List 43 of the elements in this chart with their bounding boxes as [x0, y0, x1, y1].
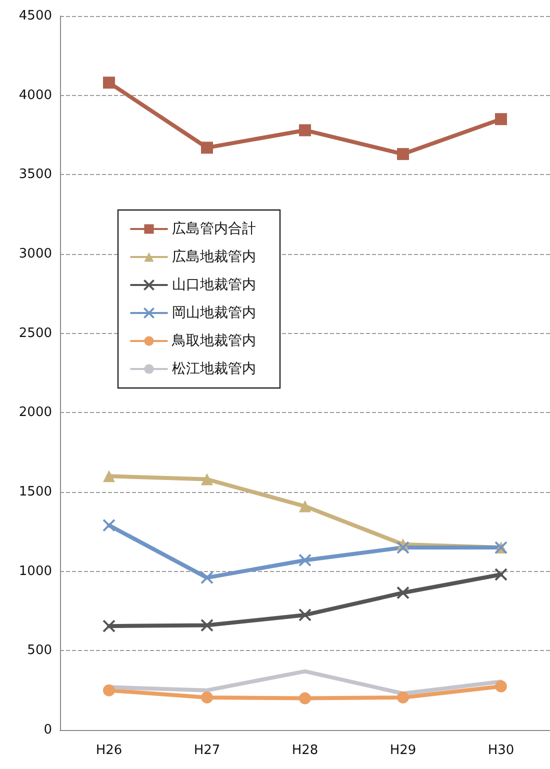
- point: [201, 473, 213, 486]
- y-tick-label: 1000: [18, 564, 52, 579]
- y-tick-label: 4500: [18, 8, 52, 24]
- point: [103, 470, 115, 482]
- y-tick-label: 2500: [18, 326, 52, 341]
- x-tick-label: H26: [96, 743, 122, 758]
- point: [299, 500, 311, 512]
- point: [102, 518, 116, 532]
- y-tick-label: 500: [27, 643, 52, 658]
- x-tick-label: H29: [390, 743, 416, 758]
- y-tick-label: 0: [44, 722, 52, 738]
- point: [299, 692, 311, 704]
- point: [299, 124, 311, 136]
- point: [396, 586, 410, 600]
- y-tick-label: 2000: [18, 405, 52, 420]
- legend-label: 広島管内合計: [172, 221, 256, 237]
- y-tick-label: 1500: [18, 484, 52, 500]
- point: [495, 113, 507, 126]
- point: [200, 618, 214, 632]
- point: [396, 541, 410, 554]
- y-tick-label: 3000: [18, 246, 52, 262]
- point: [201, 142, 213, 154]
- point: [298, 608, 312, 622]
- legend-label: 岡山地裁管内: [172, 305, 256, 321]
- x-tick-label: H28: [292, 743, 318, 758]
- point: [495, 680, 507, 692]
- point: [298, 554, 312, 567]
- x-tick-label: H30: [488, 743, 514, 758]
- point: [102, 620, 116, 633]
- legend-label: 松江地裁管内: [172, 361, 256, 377]
- point: [397, 691, 409, 704]
- point: [200, 571, 214, 584]
- point: [103, 76, 115, 89]
- legend-label: 鳥取地裁管内: [171, 333, 256, 349]
- y-tick-label: 4000: [18, 88, 52, 103]
- point: [103, 684, 115, 696]
- point: [397, 148, 409, 160]
- legend-label: 広島地裁管内: [172, 249, 256, 265]
- point: [201, 691, 213, 704]
- legend-label: 山口地裁管内: [172, 277, 256, 293]
- x-tick-label: H27: [194, 743, 220, 758]
- point: [494, 568, 508, 582]
- y-tick-label: 3500: [18, 167, 52, 182]
